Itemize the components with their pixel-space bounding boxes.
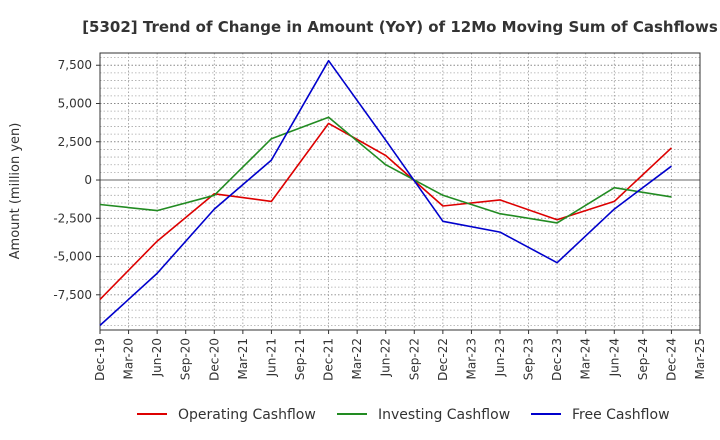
- x-tick-label: Dec-23: [550, 338, 564, 381]
- y-tick-label: -5,000: [53, 250, 92, 264]
- x-tick-label: Jun-23: [493, 338, 507, 377]
- x-tick-label: Dec-24: [664, 338, 678, 381]
- plot-area: 7,500 5,000 2,500 0 -2,500 -5,000 -7,500 Dec-19…: [53, 52, 707, 381]
- legend-label-operating-cashflow: Operating Cashflow: [178, 407, 316, 423]
- y-tick-label: -7,500: [53, 288, 92, 302]
- x-tick-label: Dec-22: [436, 338, 450, 381]
- x-tick-label: Sep-24: [636, 338, 650, 380]
- x-tick-label: Mar-21: [236, 338, 250, 379]
- x-tick-label: Sep-21: [293, 338, 307, 380]
- y-tick-label: 7,500: [58, 58, 92, 72]
- x-tick-label: Mar-22: [350, 338, 364, 379]
- x-tick-label: Dec-20: [207, 338, 221, 381]
- x-tick-label: Jun-22: [379, 338, 393, 377]
- legend-label-investing-cashflow: Investing Cashflow: [378, 407, 510, 423]
- legend-label-free-cashflow: Free Cashflow: [572, 407, 670, 423]
- y-tick-label: 0: [84, 173, 92, 187]
- x-tick-label: Jun-20: [150, 338, 164, 377]
- plot-frame: [99, 52, 701, 331]
- y-axis-label: Amount (million yen): [8, 123, 23, 260]
- x-tick-label: Dec-21: [322, 338, 336, 381]
- x-tick-label: Sep-20: [179, 338, 193, 380]
- y-tick-label: 2,500: [58, 135, 92, 149]
- x-tick-label: Jun-21: [264, 338, 278, 377]
- x-tick-label: Dec-19: [93, 338, 107, 381]
- x-tick-label: Jun-24: [607, 338, 621, 377]
- y-tick-label: 5,000: [58, 97, 92, 111]
- operating-cashflow-line: [99, 122, 672, 300]
- x-tick-label: Mar-24: [579, 338, 593, 379]
- x-tick-label: Sep-22: [407, 338, 421, 380]
- chart-title: [5302] Trend of Change in Amount (YoY) o…: [82, 18, 718, 36]
- y-tick-label: -2,500: [53, 211, 92, 225]
- x-tick-label: Sep-23: [522, 338, 536, 380]
- x-tick-label: Mar-25: [693, 338, 707, 379]
- free-cashflow-line: [99, 59, 672, 326]
- legend: Operating Cashflow Investing Cashflow Free…: [137, 407, 670, 423]
- investing-cashflow-line: [99, 116, 672, 224]
- x-tick-label: Mar-20: [122, 338, 136, 379]
- x-tick-label: Mar-23: [464, 338, 478, 379]
